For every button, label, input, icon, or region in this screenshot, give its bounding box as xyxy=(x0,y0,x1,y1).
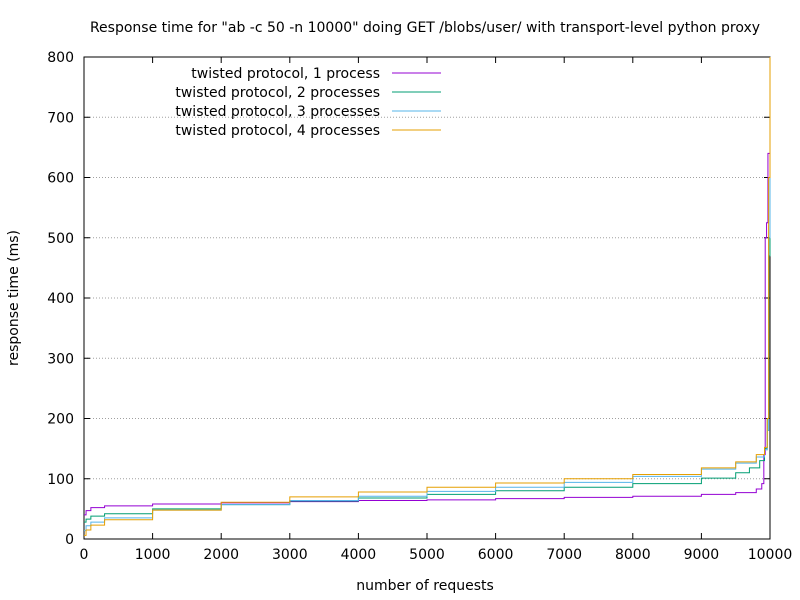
x-tick-label: 5000 xyxy=(409,547,445,563)
legend-label-1: twisted protocol, 1 process xyxy=(191,66,380,82)
y-tick-label: 0 xyxy=(65,532,74,548)
x-tick-label: 0 xyxy=(80,547,89,563)
x-tick-label: 9000 xyxy=(684,547,720,563)
legend: twisted protocol, 1 process twisted proto… xyxy=(175,66,441,139)
y-tick-label: 200 xyxy=(47,412,74,428)
y-tick-label: 700 xyxy=(47,110,74,126)
x-tick-label: 2000 xyxy=(203,547,239,563)
series-line-1 xyxy=(84,141,771,516)
x-tick-label: 1000 xyxy=(135,547,171,563)
chart-title: Response time for "ab -c 50 -n 10000" do… xyxy=(90,20,760,36)
legend-label-4: twisted protocol, 4 processes xyxy=(175,123,380,139)
y-tick-label: 800 xyxy=(47,50,74,66)
legend-label-3: twisted protocol, 3 processes xyxy=(175,104,380,120)
y-tick-label: 400 xyxy=(47,291,74,307)
series-line-4 xyxy=(84,57,771,536)
x-tick-label: 3000 xyxy=(272,547,308,563)
y-axis-label: response time (ms) xyxy=(6,230,22,366)
series-lines xyxy=(84,57,771,536)
x-axis-label: number of requests xyxy=(356,578,494,594)
y-tick-label: 500 xyxy=(47,231,74,247)
y-tick-label: 600 xyxy=(47,171,74,187)
x-tick-label: 8000 xyxy=(615,547,651,563)
x-tick-label: 6000 xyxy=(478,547,514,563)
y-tick-label: 100 xyxy=(47,472,74,488)
legend-label-2: twisted protocol, 2 processes xyxy=(175,85,380,101)
y-tick-label: 300 xyxy=(47,351,74,367)
x-tick-label: 4000 xyxy=(341,547,377,563)
x-tick-label: 7000 xyxy=(546,547,582,563)
grid-lines xyxy=(84,116,770,480)
x-tick-label: 10000 xyxy=(748,547,793,563)
